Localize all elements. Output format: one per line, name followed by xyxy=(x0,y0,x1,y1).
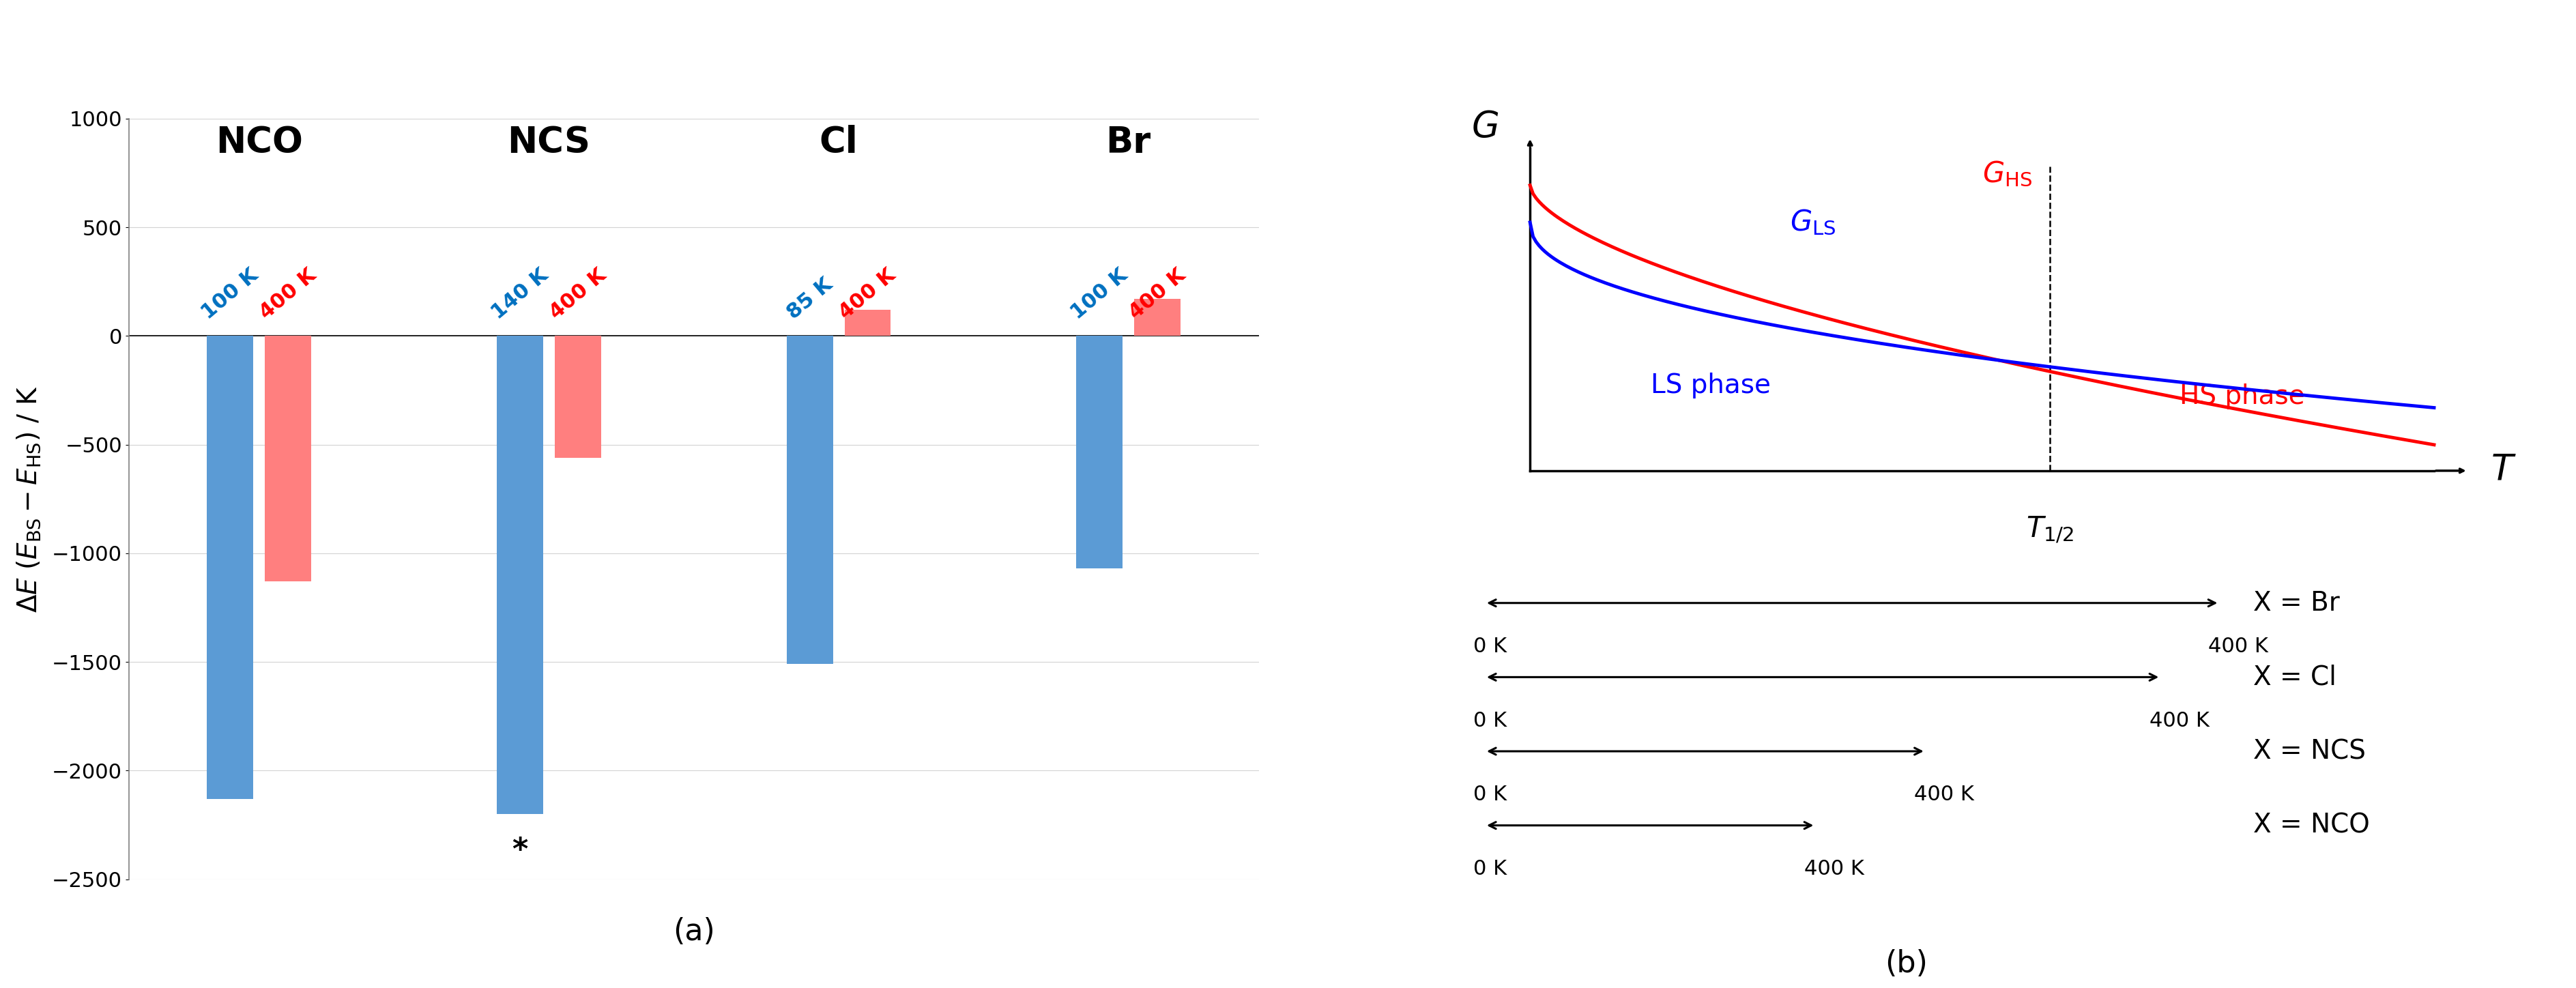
Bar xyxy=(786,336,832,664)
Text: 100 K: 100 K xyxy=(1066,265,1131,323)
Text: $G_\mathrm{LS}$: $G_\mathrm{LS}$ xyxy=(1790,207,1837,237)
Text: $T_{1/2}$: $T_{1/2}$ xyxy=(2025,515,2074,545)
Bar xyxy=(554,336,600,457)
Text: HS phase: HS phase xyxy=(2179,383,2306,410)
Bar xyxy=(1133,299,1180,336)
Text: 400 K: 400 K xyxy=(1914,784,1973,805)
Text: 400 K: 400 K xyxy=(1803,860,1865,879)
Text: 400 K: 400 K xyxy=(2208,636,2267,656)
Text: $T$: $T$ xyxy=(2491,453,2517,488)
Text: 400 K: 400 K xyxy=(255,265,319,323)
Text: LS phase: LS phase xyxy=(1651,372,1770,398)
Bar xyxy=(1077,336,1123,568)
Text: NCS: NCS xyxy=(507,125,590,161)
Text: 140 K: 140 K xyxy=(487,265,551,323)
Bar xyxy=(206,336,252,799)
Text: X = NCO: X = NCO xyxy=(2254,812,2370,839)
Text: $G$: $G$ xyxy=(1471,109,1499,144)
Text: 0 K: 0 K xyxy=(1473,636,1507,656)
Text: Cl: Cl xyxy=(819,125,858,161)
Bar xyxy=(265,336,312,582)
Text: $G_\mathrm{HS}$: $G_\mathrm{HS}$ xyxy=(1981,160,2032,189)
Text: 0 K: 0 K xyxy=(1473,860,1507,879)
Text: 400 K: 400 K xyxy=(2148,710,2210,730)
Text: NCO: NCO xyxy=(216,125,304,161)
Text: Br: Br xyxy=(1105,125,1151,161)
Text: 0 K: 0 K xyxy=(1473,710,1507,730)
Y-axis label: $\Delta E$ ($E_\mathrm{BS} - E_\mathrm{HS}$) / K: $\Delta E$ ($E_\mathrm{BS} - E_\mathrm{H… xyxy=(15,385,41,613)
Bar xyxy=(497,336,544,814)
Text: 0 K: 0 K xyxy=(1473,784,1507,805)
Text: X = Cl: X = Cl xyxy=(2254,664,2336,690)
Text: 400 K: 400 K xyxy=(1126,265,1190,323)
Text: (a): (a) xyxy=(672,917,716,947)
Text: 400 K: 400 K xyxy=(546,265,611,323)
Text: 100 K: 100 K xyxy=(198,265,263,323)
Text: X = NCS: X = NCS xyxy=(2254,738,2365,765)
Text: 400 K: 400 K xyxy=(835,265,899,323)
Text: (b): (b) xyxy=(1886,948,1927,978)
Text: 85 K: 85 K xyxy=(783,274,837,323)
Text: *: * xyxy=(513,836,528,865)
Text: X = Br: X = Br xyxy=(2254,590,2339,616)
Bar xyxy=(845,310,891,336)
